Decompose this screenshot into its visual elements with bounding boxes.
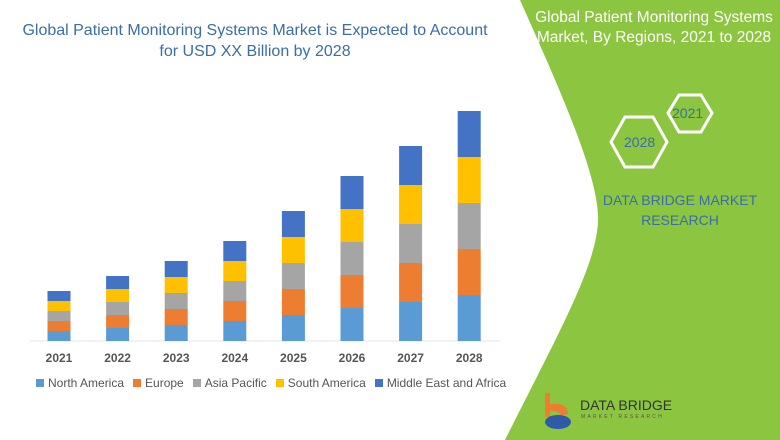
bar-segment bbox=[281, 263, 305, 289]
bar-segment bbox=[457, 157, 481, 203]
logo-subtext: MARKET RESEARCH bbox=[581, 414, 664, 420]
bar-segment bbox=[340, 176, 364, 209]
hexagon-2021 bbox=[666, 93, 714, 134]
bar-segment bbox=[164, 309, 188, 325]
legend-label: Middle East and Africa bbox=[386, 376, 507, 390]
bar-segment bbox=[47, 331, 71, 341]
legend-swatch bbox=[374, 379, 383, 387]
bar-segment bbox=[399, 185, 423, 224]
legend-label: Europe bbox=[145, 376, 184, 390]
hexagon-2028 bbox=[609, 115, 669, 169]
bar-segment bbox=[47, 291, 71, 301]
brand-text: DATA BRIDGE MARKET RESEARCH bbox=[602, 192, 758, 228]
bar-segment bbox=[223, 241, 247, 261]
bar-segment bbox=[281, 315, 305, 341]
bar-segment bbox=[106, 302, 130, 315]
bar-segment bbox=[223, 321, 247, 341]
bar-segment bbox=[106, 328, 130, 341]
bar-segment bbox=[340, 209, 364, 242]
bar-segment bbox=[457, 203, 481, 249]
bar-segment bbox=[106, 315, 130, 328]
x-tick-label: 2023 bbox=[163, 351, 190, 365]
bar-segment bbox=[399, 146, 423, 185]
legend-label: Asia Pacific bbox=[204, 376, 267, 390]
legend: North America Europe Asia Pacific South … bbox=[36, 376, 506, 390]
legend-item: Middle East and Africa bbox=[374, 376, 507, 390]
bar-segment bbox=[47, 321, 71, 331]
hex-label-2021: 2021 bbox=[672, 105, 704, 121]
bar-segment bbox=[164, 325, 188, 341]
bar-segment bbox=[340, 308, 364, 341]
bar-segment bbox=[340, 275, 364, 308]
logo-text: DATA BRIDGE bbox=[580, 397, 673, 413]
bar-segment bbox=[281, 211, 305, 237]
x-tick-label: 2026 bbox=[339, 351, 366, 365]
x-tick-label: 2024 bbox=[221, 351, 248, 365]
legend-item: Europe bbox=[133, 376, 184, 390]
side-title: Global Patient Monitoring Systems Market… bbox=[535, 9, 773, 46]
bar-segment bbox=[399, 263, 423, 302]
logo-icon bbox=[545, 393, 571, 429]
hex-label-2028: 2028 bbox=[624, 134, 656, 150]
bar-segment bbox=[457, 295, 481, 341]
bar-segment bbox=[457, 111, 481, 157]
legend-swatch bbox=[275, 379, 284, 387]
bar-segment bbox=[223, 281, 247, 301]
legend-label: South America bbox=[287, 376, 366, 390]
chart-title: Global Patient Monitoring Systems Market… bbox=[22, 22, 488, 60]
bar-segment bbox=[281, 289, 305, 315]
bar-segment bbox=[223, 301, 247, 321]
bar-segment bbox=[106, 276, 130, 289]
legend-item: North America bbox=[36, 376, 124, 390]
legend-item: South America bbox=[275, 376, 366, 390]
x-tick-label: 2021 bbox=[46, 351, 73, 365]
bar-segment bbox=[457, 249, 481, 295]
bar-segment bbox=[47, 311, 71, 321]
bar-segment bbox=[164, 277, 188, 293]
legend-swatch bbox=[133, 379, 142, 387]
bar-segment bbox=[340, 242, 364, 275]
x-tick-label: 2027 bbox=[397, 351, 424, 365]
x-tick-label: 2028 bbox=[456, 351, 483, 365]
bar-segment bbox=[223, 261, 247, 281]
legend-item: Asia Pacific bbox=[192, 376, 267, 390]
x-tick-label: 2025 bbox=[280, 351, 307, 365]
legend-swatch bbox=[192, 379, 201, 387]
bar-segment bbox=[164, 293, 188, 309]
bar-segment bbox=[47, 301, 71, 311]
bar-segment bbox=[281, 237, 305, 263]
legend-swatch bbox=[36, 379, 44, 387]
legend-label: North America bbox=[48, 376, 125, 390]
bar-segment bbox=[399, 302, 423, 341]
bar-segment bbox=[164, 261, 188, 277]
bar-segment bbox=[106, 289, 130, 302]
bar-segment bbox=[399, 224, 423, 263]
x-tick-label: 2022 bbox=[104, 351, 131, 365]
